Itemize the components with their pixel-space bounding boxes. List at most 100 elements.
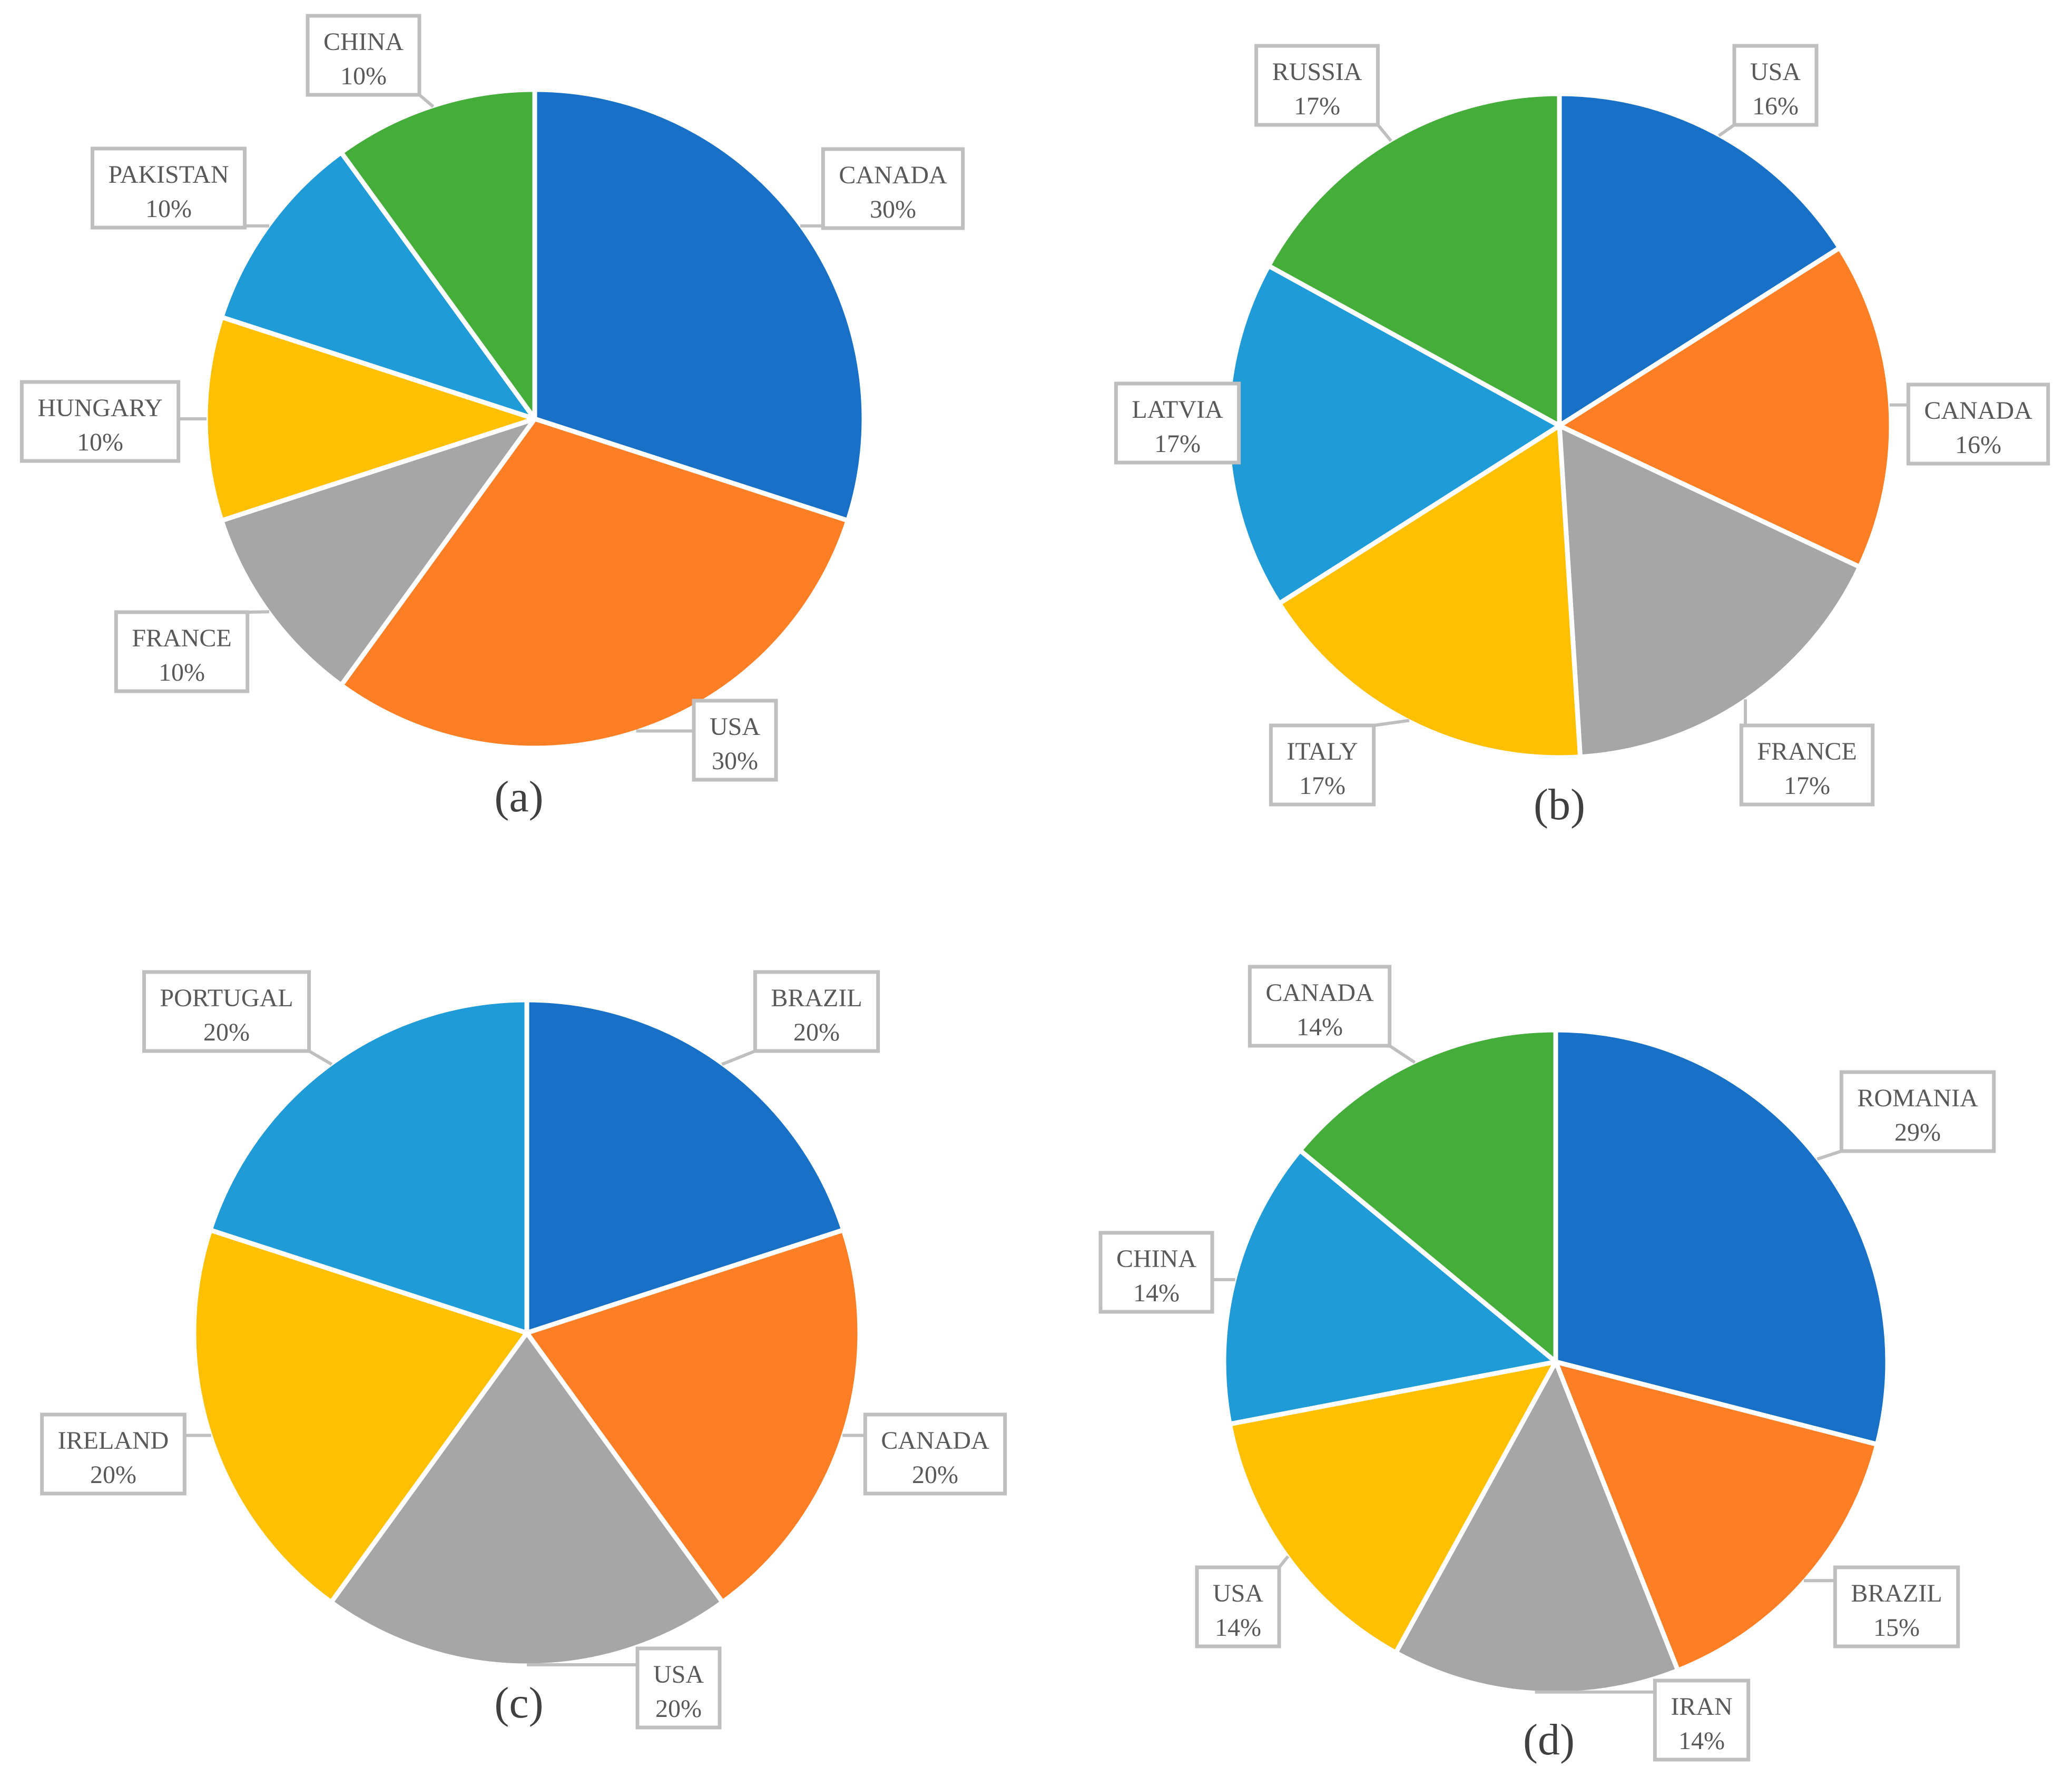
callout-label-canada: CANADA 16% [1889, 382, 2050, 466]
callout-pointer [1816, 1150, 1842, 1161]
callout-box [19, 380, 181, 463]
callout-category: BRAZIL [771, 984, 862, 1012]
callout-value: 16% [1955, 431, 2001, 459]
callout-box [90, 146, 247, 230]
callout-label-russia: RUSSIA 17% [1254, 44, 1392, 142]
callout-category: CANADA [881, 1427, 989, 1455]
callout-pointer [1377, 124, 1392, 142]
callout-label-hungary: HUNGARY 10% [19, 380, 207, 463]
callout-label-canada: CANADA 20% [842, 1412, 1007, 1496]
callout-value: 16% [1752, 92, 1799, 120]
callout-pointer [1278, 1555, 1290, 1568]
callout-category: ROMANIA [1857, 1084, 1978, 1112]
callout-box [114, 610, 250, 693]
callout-label-brazil: BRAZIL 20% [721, 970, 880, 1066]
callout-box [1195, 1565, 1281, 1648]
callout-category: RUSSIA [1272, 58, 1362, 86]
pie-panel-0: CANADA30%USA30%FRANCE10%HUNGARY10%PAKIST… [19, 14, 965, 821]
callout-box [1732, 44, 1819, 127]
pie-panel-2: BRAZIL20%CANADA20%USA20%IRELAND20%PORTUG… [40, 970, 1007, 1730]
callout-value: 14% [1133, 1279, 1180, 1307]
callout-box [821, 147, 965, 230]
callout-value: 20% [655, 1695, 702, 1723]
callout-value: 15% [1873, 1614, 1920, 1642]
callout-label-canada: CANADA 30% [800, 147, 965, 230]
callout-value: 29% [1894, 1118, 1941, 1146]
callout-box [1269, 723, 1376, 807]
callout-label-latvia: LATVIA 17% [1114, 381, 1241, 465]
callout-category: CANADA [1265, 979, 1374, 1007]
callout-box [1839, 1070, 1996, 1153]
callout-category: CHINA [323, 28, 404, 56]
panel-caption: (b) [1534, 780, 1585, 829]
callout-label-italy: ITALY 17% [1269, 719, 1410, 807]
callout-value: 14% [1297, 1013, 1343, 1041]
callout-category: ITALY [1287, 738, 1358, 765]
callout-box [306, 14, 421, 97]
callout-category: HUNGARY [37, 394, 162, 422]
callout-value: 10% [340, 62, 387, 90]
panel-caption: (c) [494, 1678, 543, 1727]
callout-label-usa: USA 30% [636, 699, 778, 782]
callout-label-france: FRANCE 10% [114, 610, 270, 693]
callout-box [1739, 723, 1875, 807]
callout-box [692, 699, 778, 782]
callout-value: 17% [1154, 430, 1201, 458]
callout-label-brazil: BRAZIL 15% [1804, 1565, 1960, 1648]
callout-box [1098, 1231, 1214, 1314]
callout-label-iran: IRAN 14% [1535, 1678, 1751, 1762]
callout-value: 20% [203, 1018, 250, 1046]
callout-category: CANADA [1924, 397, 2032, 425]
callout-value: 17% [1294, 92, 1340, 120]
callout-box [1254, 44, 1380, 127]
callout-box [40, 1412, 186, 1496]
panel-caption: (a) [494, 772, 543, 821]
callout-value: 30% [712, 747, 758, 775]
pie-panel-1: USA 16% CANADA 16% FRANCE 17% ITALY 17% LATVIA 17… [1114, 44, 2050, 829]
callout-value: 10% [145, 195, 192, 223]
callout-label-romania: ROMANIA 29% [1816, 1070, 1996, 1161]
callout-category: CANADA [839, 161, 947, 189]
callout-category: BRAZIL [1851, 1579, 1942, 1607]
pie-slice-iran [1393, 1359, 1681, 1696]
callout-pointer [308, 1049, 333, 1066]
callout-box [1833, 1565, 1960, 1648]
callout-value: 10% [159, 659, 205, 686]
callout-category: USA [653, 1661, 704, 1688]
callout-box [1653, 1678, 1751, 1762]
callout-pointer [721, 1049, 756, 1066]
callout-value: 20% [912, 1461, 958, 1489]
callout-label-ireland: IRELAND 20% [40, 1412, 211, 1496]
callout-value: 17% [1299, 772, 1346, 800]
callout-label-canada: CANADA 14% [1248, 965, 1416, 1064]
callout-value: 14% [1215, 1614, 1261, 1642]
callout-pointer [1717, 123, 1735, 138]
callout-category: LATVIA [1132, 396, 1223, 424]
callout-value: 20% [793, 1018, 840, 1046]
callout-box [1248, 965, 1392, 1048]
callout-pointer [418, 93, 435, 108]
callout-value: 10% [77, 428, 123, 456]
callout-value: 20% [90, 1461, 136, 1489]
callout-label-china: CHINA 14% [1098, 1231, 1235, 1314]
callout-box [142, 970, 311, 1053]
panel-caption: (d) [1523, 1715, 1575, 1764]
callout-box [863, 1412, 1007, 1496]
callout-label-usa: USA 16% [1717, 44, 1819, 138]
callout-label-china: CHINA 10% [306, 14, 435, 108]
callout-category: IRAN [1671, 1693, 1732, 1721]
callout-label-portugal: PORTUGAL 20% [142, 970, 333, 1066]
callout-box [635, 1646, 722, 1730]
callout-value: 14% [1678, 1727, 1725, 1755]
callout-label-pakistan: PAKISTAN 10% [90, 146, 269, 230]
callout-value: 30% [870, 195, 916, 223]
callout-category: USA [1750, 58, 1801, 86]
callout-label-france: FRANCE 17% [1739, 699, 1875, 807]
callout-category: IRELAND [58, 1427, 169, 1455]
callout-pointer [1373, 719, 1410, 727]
callout-category: PORTUGAL [160, 984, 293, 1012]
callout-category: CHINA [1116, 1245, 1196, 1273]
callout-category: USA [1213, 1579, 1263, 1607]
callout-category: FRANCE [132, 624, 231, 652]
